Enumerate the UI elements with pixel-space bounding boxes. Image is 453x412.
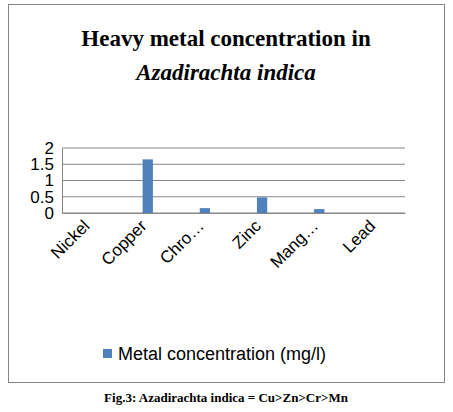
- x-tick: Lead: [339, 213, 379, 257]
- grid-line: [62, 196, 405, 197]
- x-tick-label: Zinc: [229, 216, 265, 252]
- bars: [143, 159, 325, 213]
- x-tick: Chro…: [156, 213, 208, 268]
- x-tick-label: Lead: [339, 216, 379, 256]
- x-tick-label: Nickel: [47, 216, 93, 262]
- bar: [143, 159, 153, 213]
- bar: [85, 213, 95, 214]
- x-axis-line: [63, 213, 406, 214]
- y-tick-label: 2: [45, 139, 54, 158]
- bar: [257, 197, 267, 213]
- grid-line: [62, 148, 405, 149]
- chart-frame: [9, 5, 445, 383]
- x-tick-label: Chro…: [156, 216, 208, 268]
- y-axis: 00.511.52: [30, 139, 62, 223]
- chart-title: Azadirachta indica: [134, 60, 316, 85]
- legend: Metal concentration (mg/l): [103, 344, 326, 364]
- x-tick: Mang…: [267, 213, 323, 272]
- chart: Heavy metal concentration in Azadirachta …: [0, 0, 453, 412]
- x-tick: Copper: [98, 213, 151, 269]
- x-tick-label: Copper: [98, 216, 151, 269]
- y-tick-label: 1.5: [30, 155, 54, 174]
- grid-line: [62, 180, 405, 181]
- legend-label: Metal concentration (mg/l): [118, 344, 326, 364]
- y-axis-line: [62, 149, 63, 214]
- x-tick-label: Mang…: [267, 216, 323, 272]
- bar: [371, 213, 381, 214]
- bar: [200, 208, 210, 213]
- y-tick: 0: [45, 204, 62, 223]
- y-tick-label: 1: [45, 171, 54, 190]
- y-tick: 0.5: [30, 188, 62, 207]
- grid-line: [62, 164, 405, 165]
- x-tick: Zinc: [229, 213, 265, 253]
- chart-title: Heavy metal concentration in: [81, 26, 371, 51]
- grid-line: [62, 213, 405, 214]
- y-tick-label: 0: [45, 204, 54, 223]
- grid: [62, 148, 405, 213]
- x-tick: Nickel: [47, 213, 93, 263]
- y-tick-label: 0.5: [30, 188, 54, 207]
- bar: [314, 209, 324, 213]
- caption: Fig.3: Azadirachta indica = Cu>Zn>Cr>Mn: [104, 390, 349, 405]
- legend-swatch: [103, 349, 112, 358]
- y-tick: 2: [45, 139, 62, 158]
- x-axis: NickelCopperChro… ZincMang… Lead: [47, 213, 405, 272]
- y-tick: 1.5: [30, 155, 62, 174]
- y-tick: 1: [45, 171, 62, 190]
